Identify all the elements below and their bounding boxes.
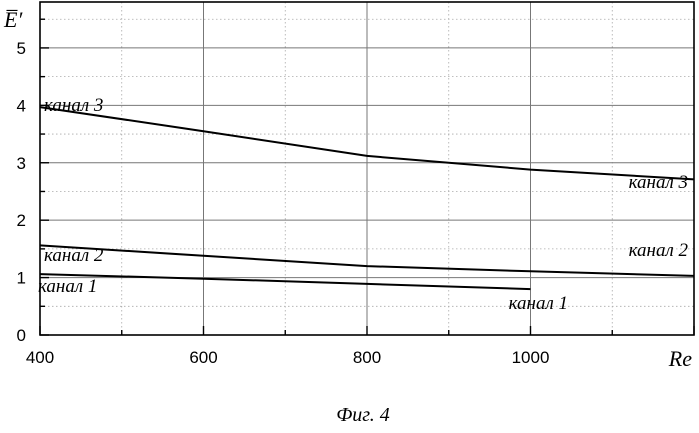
series-label-kanal-2-left: канал 2 xyxy=(44,245,104,266)
x-tick-label: 600 xyxy=(189,348,217,367)
y-tick-label: 0 xyxy=(17,326,26,345)
y-tick-label: 3 xyxy=(17,154,26,173)
figure-caption: Фиг. 4 xyxy=(336,404,390,426)
series-line-1 xyxy=(39,273,531,291)
series-label-kanal-3-right: канал 3 xyxy=(629,172,688,193)
grid xyxy=(40,2,694,335)
y-axis-label: E̅′ xyxy=(3,7,23,32)
y-tick-label: 4 xyxy=(17,96,26,115)
x-axis-label: Re xyxy=(668,346,692,371)
axis-ticks xyxy=(39,18,695,336)
y-tick-label: 1 xyxy=(17,269,26,288)
series-label-kanal-2-right: канал 2 xyxy=(629,240,689,261)
series-label-kanal-3-left: канал 3 xyxy=(44,95,103,116)
x-tick-label: 400 xyxy=(26,348,54,367)
series-lines xyxy=(39,106,695,291)
tick-labels: 400 600 800 1000 0 1 2 3 4 5 xyxy=(17,39,550,367)
series-line-2 xyxy=(39,244,695,277)
series-label-kanal-1-right: канал 1 xyxy=(509,293,568,314)
series-line-3 xyxy=(39,106,695,181)
y-tick-label: 5 xyxy=(17,39,26,58)
series-label-kanal-1-left: канал 1 xyxy=(38,276,97,297)
y-tick-label: 2 xyxy=(17,211,26,230)
x-tick-label: 800 xyxy=(353,348,381,367)
x-tick-label: 1000 xyxy=(512,348,550,367)
